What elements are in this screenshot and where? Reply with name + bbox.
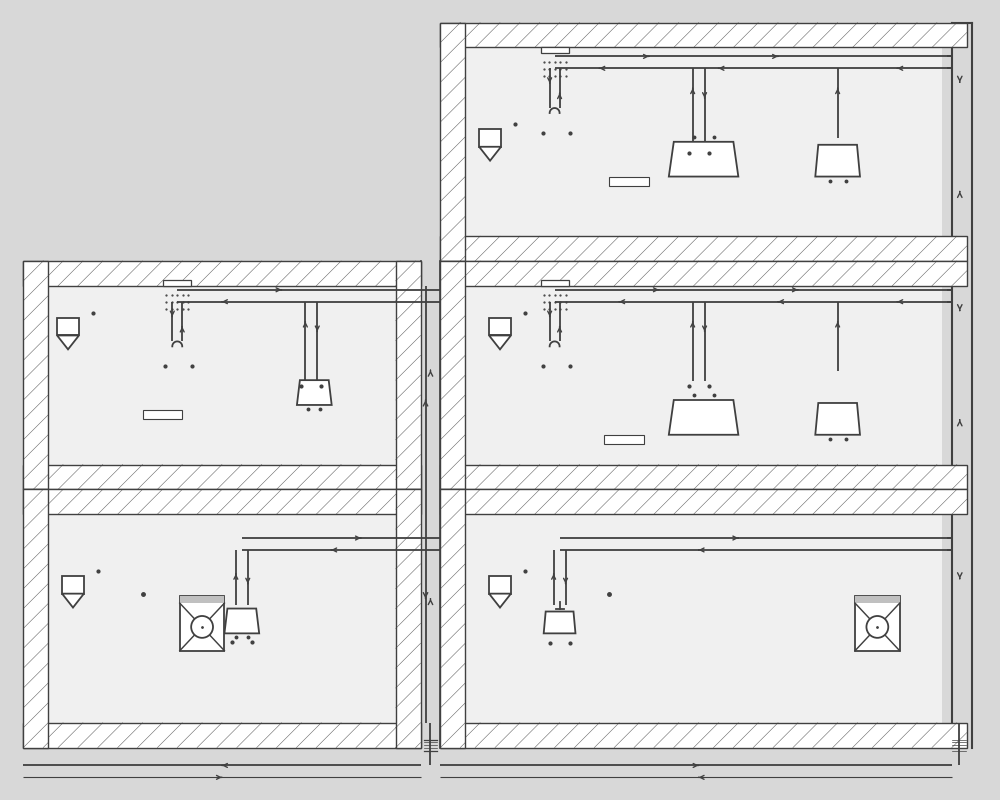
Bar <box>465 514 942 722</box>
Bar <box>23 490 48 747</box>
Bar <box>440 261 465 490</box>
Bar <box>396 490 421 747</box>
Bar <box>62 576 84 594</box>
Bar <box>48 286 396 465</box>
Bar <box>855 596 900 603</box>
Circle shape <box>866 616 888 638</box>
Polygon shape <box>224 609 259 634</box>
Bar <box>23 465 421 490</box>
Bar <box>440 236 967 261</box>
Bar <box>163 280 191 286</box>
Polygon shape <box>815 403 860 434</box>
Bar <box>143 410 182 419</box>
Bar <box>440 261 967 286</box>
Bar <box>440 490 465 747</box>
Polygon shape <box>57 335 79 350</box>
Bar <box>180 596 224 603</box>
Bar <box>440 22 465 261</box>
Polygon shape <box>669 142 738 177</box>
Bar <box>855 596 900 650</box>
Bar <box>440 722 967 747</box>
Polygon shape <box>669 400 738 434</box>
Circle shape <box>191 616 213 638</box>
Polygon shape <box>815 145 860 177</box>
Polygon shape <box>297 380 332 405</box>
Bar <box>541 280 569 286</box>
Bar <box>604 435 644 444</box>
Bar <box>440 22 967 47</box>
Bar <box>489 576 511 594</box>
Bar <box>23 490 421 514</box>
Bar <box>23 261 421 286</box>
Polygon shape <box>489 335 511 350</box>
Bar <box>465 47 942 236</box>
Bar <box>48 514 396 722</box>
Bar <box>479 129 501 146</box>
Polygon shape <box>544 611 575 634</box>
Bar <box>440 490 967 514</box>
Bar <box>465 286 942 465</box>
Polygon shape <box>62 594 84 607</box>
Polygon shape <box>489 594 511 607</box>
Bar <box>180 596 224 650</box>
Bar <box>57 318 79 335</box>
Bar <box>489 318 511 335</box>
Polygon shape <box>479 146 501 161</box>
Bar <box>23 261 48 490</box>
Bar <box>396 261 421 490</box>
Bar <box>23 722 421 747</box>
Bar <box>609 177 649 186</box>
Bar <box>541 47 569 54</box>
Bar <box>440 465 967 490</box>
